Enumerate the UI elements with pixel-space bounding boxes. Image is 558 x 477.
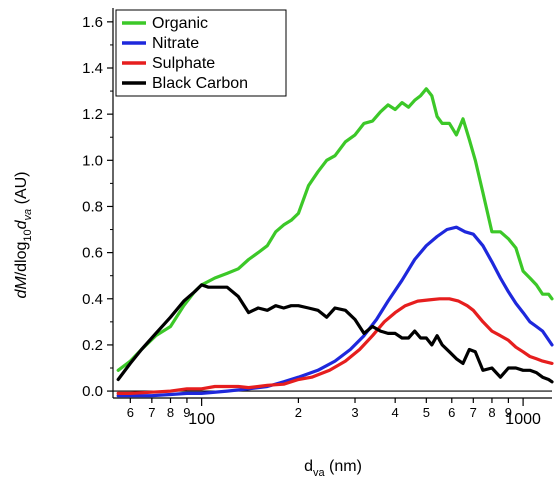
- y-axis-title: dM/dlog10dva (AU): [13, 171, 34, 298]
- x-tick-label: 5: [423, 405, 430, 420]
- x-tick-label: 9: [183, 405, 190, 420]
- x-axis-title: dva (nm): [304, 458, 362, 477]
- y-tick-label: 0.6: [82, 245, 103, 262]
- x-tick-label: 7: [470, 405, 477, 420]
- y-tick-label: 0.8: [82, 198, 103, 215]
- y-tick-label: 0.2: [82, 337, 103, 354]
- x-tick-label: 7: [148, 405, 155, 420]
- legend-label: Black Carbon: [152, 75, 248, 92]
- x-tick-label: 4: [392, 405, 399, 420]
- legend-label: Sulphate: [152, 55, 215, 72]
- y-tick-label: 1.0: [82, 152, 103, 169]
- series-line-sulphate: [116, 297, 554, 395]
- x-tick-label: 100: [188, 411, 215, 428]
- y-tick-label: 0.0: [82, 383, 103, 400]
- x-tick-label: 1000: [505, 411, 541, 428]
- x-tick-label: 3: [351, 405, 358, 420]
- legend: Organic Nitrate Sulphate Black Carbon: [115, 9, 287, 97]
- x-tick-label: 9: [505, 405, 512, 420]
- series-lines: [116, 87, 554, 398]
- y-tick-label: 1.6: [82, 14, 103, 31]
- series-line-organic: [116, 87, 554, 372]
- legend-label: Organic: [152, 15, 208, 32]
- x-tick-label: 6: [448, 405, 455, 420]
- y-tick-label: 0.4: [82, 291, 103, 308]
- y-tick-label: 1.2: [82, 106, 103, 123]
- y-tick-label: 1.4: [82, 60, 103, 77]
- legend-label: Nitrate: [152, 35, 199, 52]
- series-line-nitrate: [116, 225, 554, 398]
- axis-titles: dM/dlog10dva (AU) dva (nm): [13, 171, 362, 477]
- series-line-black-carbon: [116, 283, 554, 384]
- x-tick-label: 6: [127, 405, 134, 420]
- x-tick-label: 8: [167, 405, 174, 420]
- x-tick-label: 8: [488, 405, 495, 420]
- x-tick-label: 2: [295, 405, 302, 420]
